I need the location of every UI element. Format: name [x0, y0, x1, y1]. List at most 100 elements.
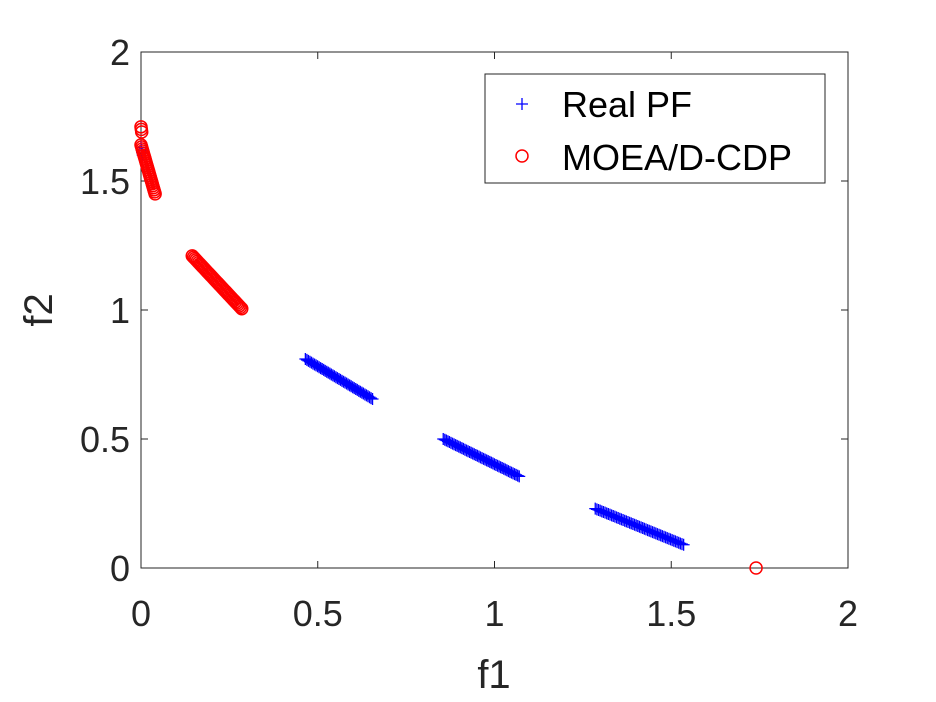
real-pf-point: [460, 444, 473, 457]
real-pf-point: [476, 452, 489, 465]
real-pf-point: [623, 516, 636, 529]
real-pf-point: [615, 513, 628, 526]
real-pf-point: [605, 509, 618, 522]
real-pf-point: [608, 510, 621, 523]
real-pf-point: [628, 518, 641, 531]
real-pf-point: [630, 519, 643, 532]
real-pf-point: [510, 468, 523, 481]
real-pf-point: [666, 534, 679, 547]
real-pf-point: [488, 458, 501, 471]
real-pf-point: [621, 516, 634, 529]
real-pf-point: [664, 533, 677, 546]
real-pf-point: [452, 440, 465, 453]
real-pf-point: [489, 458, 502, 471]
y-axis-label: f2: [17, 293, 61, 326]
real-pf-point: [363, 391, 376, 404]
real-pf-point: [479, 453, 492, 466]
y-tick-label: 1: [110, 290, 130, 331]
real-pf-point: [594, 504, 607, 517]
real-pf-point: [651, 528, 664, 541]
moead-cdp-point: [749, 561, 763, 575]
series-moead-cdp: [134, 120, 763, 575]
real-pf-point: [485, 456, 498, 469]
real-pf-point: [471, 449, 484, 462]
real-pf-point: [636, 522, 649, 535]
real-pf-point: [480, 454, 493, 467]
real-pf-point: [669, 535, 682, 548]
real-pf-point: [592, 503, 605, 516]
real-pf-point: [617, 514, 630, 527]
x-tick-label: 0: [131, 593, 151, 634]
real-pf-point: [667, 534, 680, 547]
real-pf-point: [365, 392, 378, 405]
series-layer: [134, 120, 763, 575]
x-tick-label: 1: [484, 593, 504, 634]
real-pf-point: [458, 443, 471, 456]
real-pf-point: [513, 470, 526, 483]
y-tick-label: 0: [110, 548, 130, 589]
real-pf-point: [496, 462, 509, 475]
real-pf-point: [654, 529, 667, 542]
real-pf-point: [597, 506, 610, 519]
real-pf-point: [499, 463, 512, 476]
real-pf-point: [454, 441, 467, 454]
moead-cdp-point: [233, 300, 248, 315]
x-axis-label: f1: [477, 653, 510, 697]
x-tick-labels: 0 0.5 1 1.5 2: [131, 593, 858, 634]
legend-box: [484, 73, 826, 184]
real-pf-point: [590, 503, 603, 516]
real-pf-point: [503, 465, 516, 478]
real-pf-point: [600, 507, 613, 520]
real-pf-point: [643, 524, 656, 537]
real-pf-point: [599, 506, 612, 519]
legend: Real PF MOEA/D-CDP: [484, 73, 826, 184]
real-pf-point: [610, 511, 623, 524]
real-pf-point: [625, 517, 638, 530]
real-pf-point: [644, 525, 657, 538]
real-pf-point: [497, 462, 510, 475]
real-pf-point: [474, 451, 487, 464]
real-pf-point: [446, 437, 459, 450]
real-pf-point: [602, 508, 615, 521]
legend-circle-icon: [515, 149, 529, 163]
real-pf-point: [672, 536, 685, 549]
x-tick-label: 0.5: [293, 593, 343, 634]
real-pf-point: [500, 464, 513, 477]
real-pf-point: [638, 522, 651, 535]
real-pf-point: [633, 520, 646, 533]
axis-ticks: [140, 51, 849, 569]
real-pf-point: [448, 438, 461, 451]
real-pf-point: [607, 510, 620, 523]
real-pf-point: [589, 502, 602, 515]
real-pf-point: [505, 466, 518, 479]
real-pf-point: [462, 445, 475, 458]
real-pf-point: [639, 523, 652, 536]
real-pf-point: [603, 508, 616, 521]
legend-label-moead-cdp: MOEA/D-CDP: [562, 137, 792, 178]
real-pf-point: [451, 439, 464, 452]
legend-marker-moead-cdp: [515, 149, 529, 163]
real-pf-point: [443, 436, 456, 449]
real-pf-point: [366, 393, 379, 406]
real-pf-point: [493, 460, 506, 473]
real-pf-point: [646, 526, 659, 539]
real-pf-point: [502, 465, 515, 478]
real-pf-point: [483, 455, 496, 468]
moead-cdp-point: [234, 301, 249, 316]
real-pf-point: [649, 527, 662, 540]
real-pf-point: [675, 538, 688, 551]
legend-label-real-pf: Real PF: [562, 84, 692, 125]
real-pf-point: [511, 469, 524, 482]
real-pf-point: [618, 514, 631, 527]
real-pf-point: [463, 445, 476, 458]
x-tick-label: 2: [838, 593, 858, 634]
moead-cdp-point: [231, 297, 245, 312]
y-tick-labels: 0 0.5 1 1.5 2: [80, 32, 130, 589]
real-pf-point: [444, 436, 457, 449]
series-real-pf: [135, 141, 690, 551]
real-pf-point: [659, 531, 672, 544]
real-pf-point: [671, 536, 684, 549]
moead-cdp-point: [232, 299, 246, 313]
real-pf-point: [486, 457, 499, 470]
